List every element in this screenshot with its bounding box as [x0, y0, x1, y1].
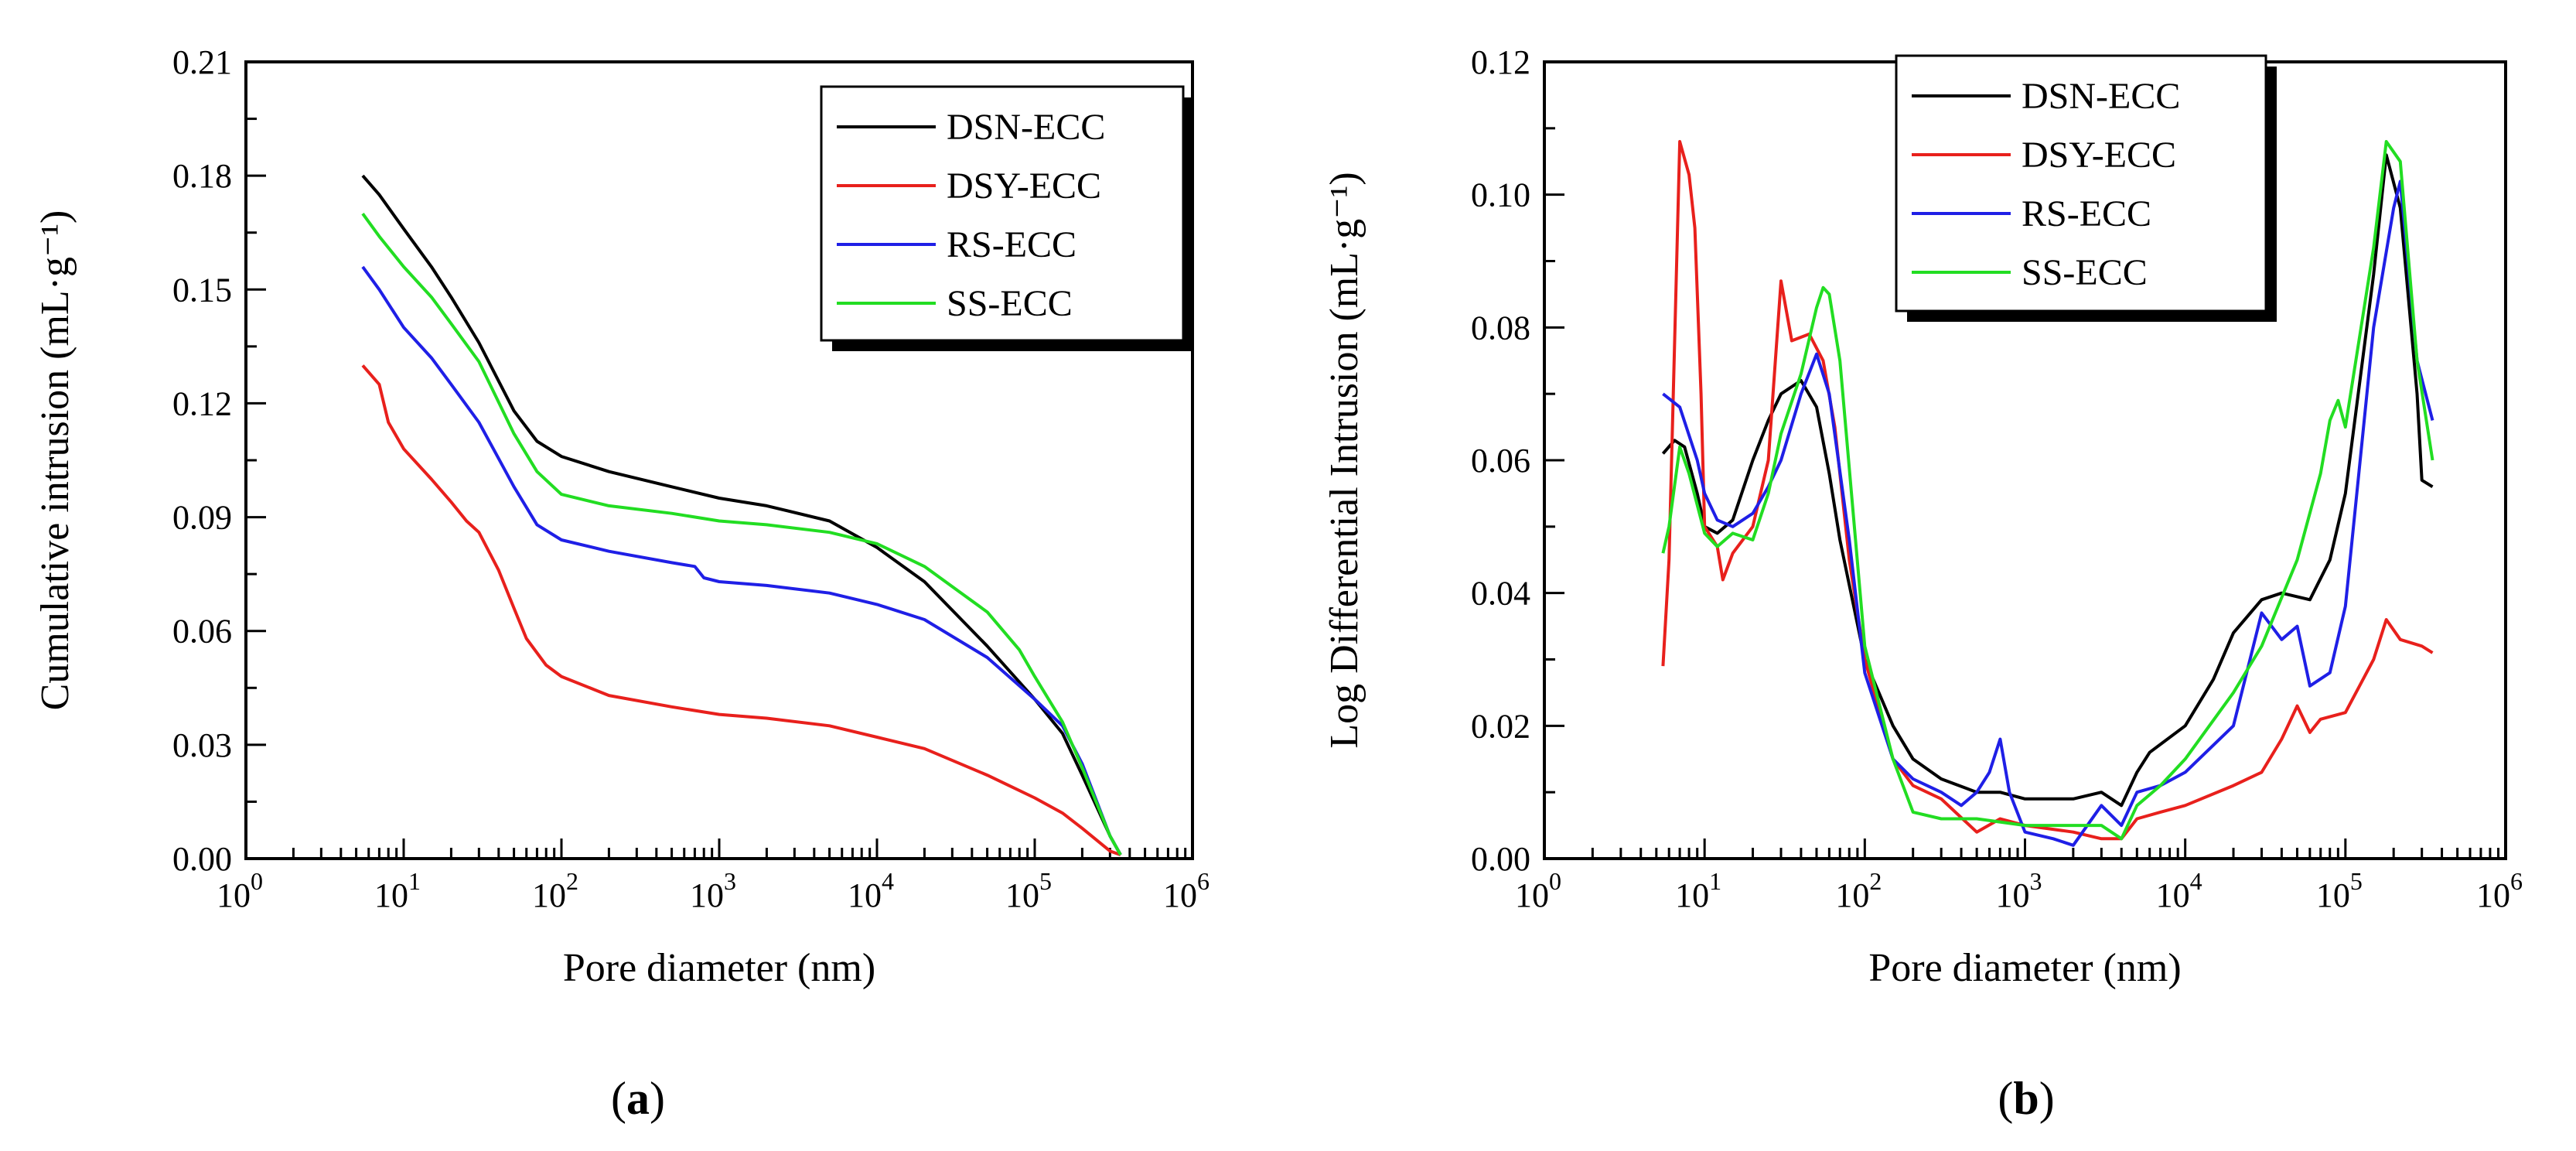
x-tick-exponent: 2: [566, 867, 578, 895]
legend-box: [1895, 54, 2267, 313]
y-axis-title: Cumulative intrusion (mL·g⁻¹): [33, 210, 77, 711]
x-tick-base: 10: [1835, 876, 1869, 914]
series-line-rs-ecc: [1662, 179, 2434, 847]
x-axis-title: Pore diameter (nm): [563, 946, 875, 990]
legend: DSN-ECC DSY-ECC RS-ECC SS-ECC: [820, 85, 1194, 351]
legend-label-ss-ecc: SS-ECC: [947, 283, 1073, 324]
x-tick-exponent: 6: [2510, 867, 2523, 895]
legend-box: [820, 85, 1185, 342]
y-tick-label: 0.12: [172, 384, 232, 422]
x-tick-label: 103: [690, 867, 736, 914]
legend-label-dsy-ecc: DSY-ECC: [947, 166, 1101, 207]
y-tick-label: 0.03: [172, 726, 232, 764]
x-tick-exponent: 1: [1709, 867, 1721, 895]
x-tick-base: 10: [1163, 876, 1197, 914]
x-tick-label: 102: [532, 867, 578, 914]
legend-label-dsy-ecc: DSY-ECC: [2022, 135, 2176, 176]
y-tick-label: 0.08: [1471, 309, 1530, 347]
legend-label-ss-ecc: SS-ECC: [2022, 252, 2148, 293]
series-line-ss-ecc: [361, 213, 1122, 856]
x-tick-exponent: 3: [2030, 867, 2042, 895]
x-tick-base: 10: [1515, 876, 1549, 914]
x-tick-exponent: 4: [2190, 867, 2202, 895]
y-tick-label: 0.04: [1471, 575, 1530, 613]
legend: DSN-ECC DSY-ECC RS-ECC SS-ECC: [1895, 54, 2277, 322]
y-tick-label: 0.21: [172, 43, 232, 81]
y-tick-label: 0.15: [172, 271, 232, 309]
legend-label-dsn-ecc: DSN-ECC: [2022, 76, 2180, 117]
x-tick-exponent: 5: [2350, 867, 2363, 895]
x-tick-label: 101: [1675, 867, 1721, 914]
x-axis-title: Pore diameter (nm): [1868, 946, 2181, 990]
y-tick-label: 0.12: [1471, 43, 1530, 81]
x-tick-exponent: 0: [251, 867, 263, 895]
x-tick-label: 100: [217, 867, 263, 914]
x-tick-exponent: 3: [724, 867, 736, 895]
y-tick-label: 0.02: [1471, 707, 1530, 745]
x-tick-label: 101: [374, 867, 421, 914]
x-tick-label: 105: [2316, 867, 2363, 914]
x-tick-base: 10: [690, 876, 724, 914]
x-tick-base: 10: [2156, 876, 2190, 914]
x-tick-label: 100: [1515, 867, 1561, 914]
x-tick-exponent: 0: [1549, 867, 1561, 895]
x-tick-label: 102: [1835, 867, 1882, 914]
x-tick-base: 10: [1675, 876, 1709, 914]
x-tick-label: 106: [2476, 867, 2523, 914]
x-tick-base: 10: [532, 876, 566, 914]
x-tick-base: 10: [848, 876, 882, 914]
y-tick-label: 0.00: [172, 840, 232, 878]
x-tick-base: 10: [217, 876, 251, 914]
y-tick-label: 0.10: [1471, 176, 1530, 214]
x-tick-label: 103: [1996, 867, 2042, 914]
x-tick-base: 10: [374, 876, 408, 914]
x-tick-base: 10: [2476, 876, 2510, 914]
chart-panel-b: 100 101 102 103 104 105 1060.000.020.040.060.0…: [1322, 43, 2523, 1124]
x-tick-label: 106: [1163, 867, 1210, 914]
legend-label-dsn-ecc: DSN-ECC: [947, 107, 1105, 148]
series-line-dsn-ecc: [1661, 153, 2434, 808]
x-tick-label: 104: [2156, 867, 2202, 914]
y-tick-label: 0.18: [172, 157, 232, 195]
y-tick-label: 0.09: [172, 499, 232, 537]
series-line-ss-ecc: [1661, 140, 2434, 841]
chart-panel-a: 100 101 102 103 104 105 1060.000.030.060.090.1…: [33, 43, 1210, 1124]
x-tick-base: 10: [1005, 876, 1039, 914]
y-tick-label: 0.00: [1471, 840, 1530, 878]
legend-label-rs-ecc: RS-ECC: [2022, 193, 2151, 234]
x-tick-base: 10: [1996, 876, 2030, 914]
series-line-rs-ecc: [361, 265, 1122, 856]
panel-label: (b): [1998, 1073, 2054, 1124]
y-tick-label: 0.06: [1471, 442, 1530, 480]
y-axis-title: Log Differential Intrusion (mL·g⁻¹): [1322, 172, 1366, 748]
series-line-dsy-ecc: [361, 364, 1121, 856]
x-tick-exponent: 6: [1197, 867, 1210, 895]
x-tick-base: 10: [2316, 876, 2350, 914]
x-tick-exponent: 5: [1039, 867, 1052, 895]
x-tick-label: 105: [1005, 867, 1052, 914]
legend-label-rs-ecc: RS-ECC: [947, 224, 1076, 265]
x-tick-exponent: 4: [882, 867, 894, 895]
x-tick-label: 104: [848, 867, 894, 914]
series-line-dsn-ecc: [361, 174, 1122, 856]
x-tick-exponent: 1: [408, 867, 421, 895]
x-tick-exponent: 2: [1869, 867, 1882, 895]
panel-label: (a): [611, 1073, 665, 1124]
y-tick-label: 0.06: [172, 613, 232, 651]
